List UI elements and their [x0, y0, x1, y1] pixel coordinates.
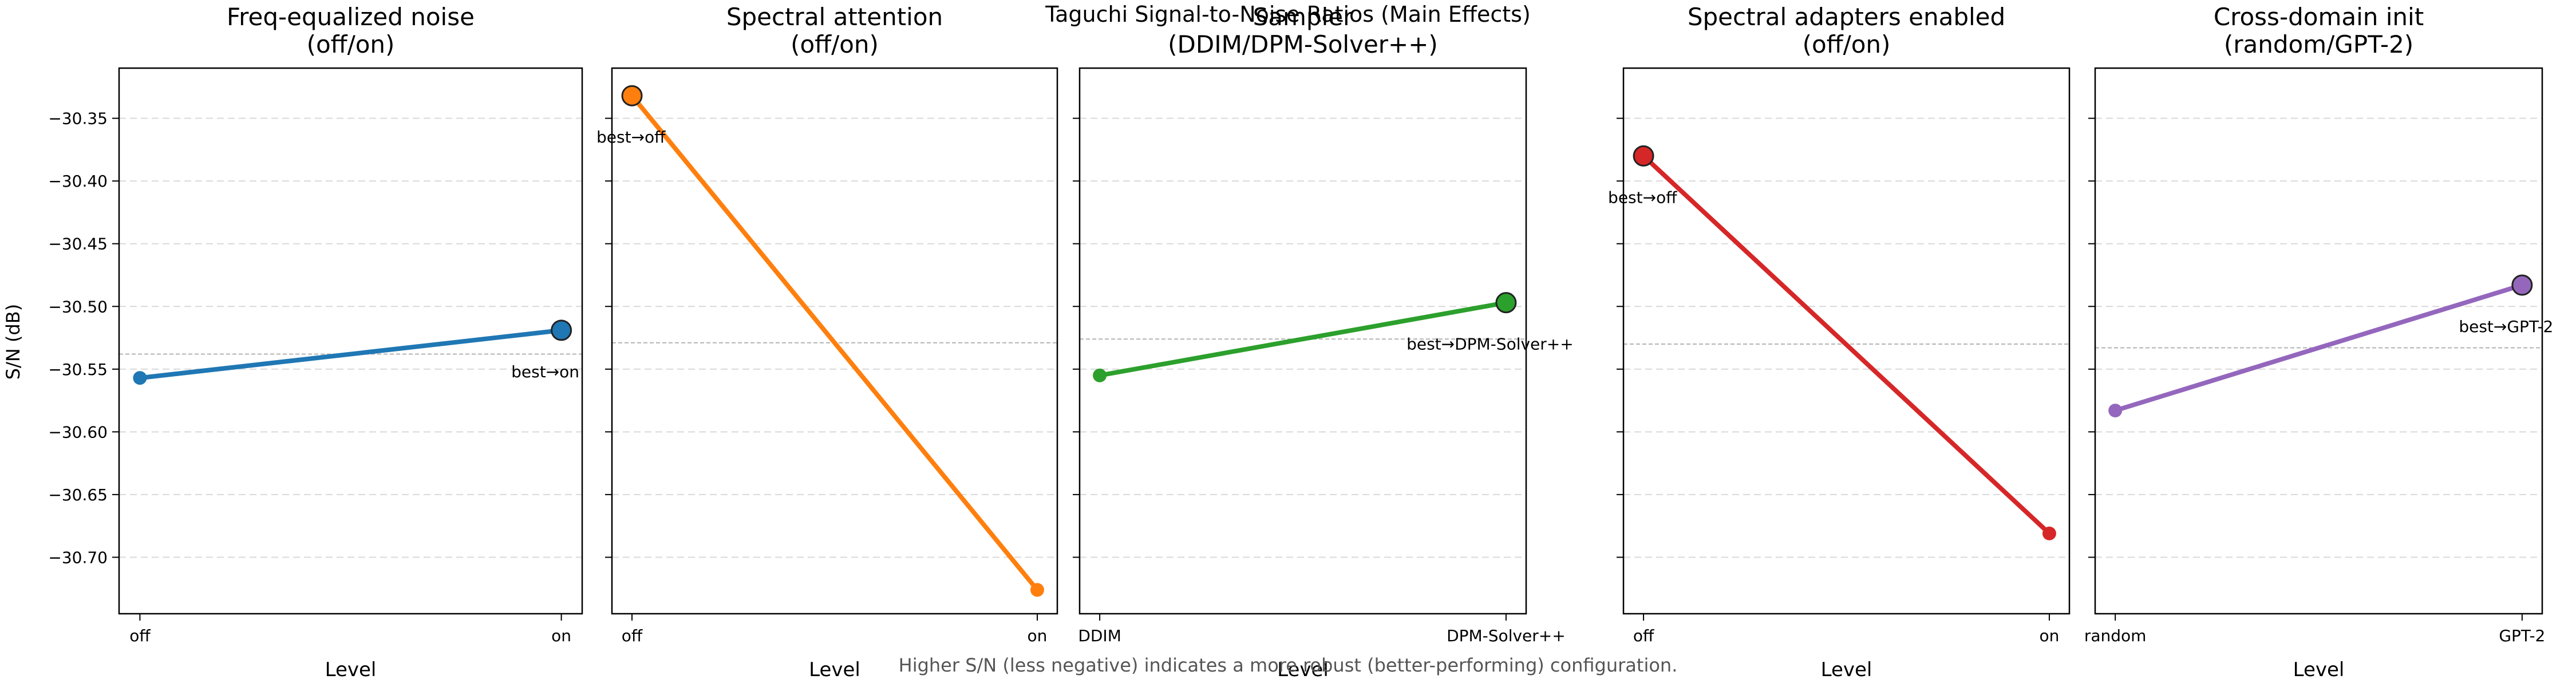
chart-suptitle: Taguchi Signal-to-Noise Ratios (Main Eff… [1045, 2, 1531, 27]
best-annotation: best→GPT-2 [2459, 317, 2553, 336]
best-annotation: best→off [1608, 188, 1677, 207]
x-tick-label: on [551, 626, 571, 645]
y-tick-label: −30.70 [48, 548, 108, 567]
panel-subtitle: (off/on) [307, 30, 395, 58]
best-annotation: best→DPM-Solver++ [1406, 335, 1574, 354]
y-tick-label: −30.50 [48, 297, 108, 316]
panel-subtitle: (off/on) [1803, 30, 1891, 58]
x-tick-label: off [622, 626, 643, 645]
axes-frame [2094, 67, 2543, 615]
x-axis-label: Level [325, 658, 377, 681]
x-tick-label: random [2084, 626, 2147, 645]
y-tick-label: −30.60 [48, 423, 108, 441]
x-tick-label: DDIM [1078, 626, 1121, 645]
panel-title: Freq-equalized noise [227, 3, 475, 31]
y-tick-label: −30.40 [48, 172, 108, 191]
axes-frame [611, 67, 1058, 615]
best-point [2511, 274, 2533, 296]
series-line [1097, 300, 1508, 378]
axes-frame [118, 67, 583, 615]
x-axis-label: Level [2293, 658, 2345, 681]
best-point [621, 85, 643, 106]
x-tick-label: GPT-2 [2499, 626, 2545, 645]
best-point [1495, 292, 1517, 314]
x-axis-label: Level [1277, 658, 1329, 681]
axes-frame [1078, 67, 1527, 615]
panels-group: −30.35 −30.40 −30.45 −30.50 −30.55 −30.60 −30.… [48, 3, 2553, 681]
best-point [551, 319, 572, 341]
chart-footnote: Higher S/N (less negative) indicates a m… [899, 654, 1678, 676]
axes-frame [1622, 67, 2071, 615]
data-point [133, 371, 147, 385]
x-tick-label: on [2039, 626, 2059, 645]
data-point [2108, 404, 2123, 418]
y-tick-label: −30.45 [48, 235, 108, 254]
panel-title: Spectral attention [726, 3, 943, 31]
x-tick-label: on [1028, 626, 1048, 645]
panel-title: Sampler [1253, 3, 1353, 31]
panel-subtitle: (random/GPT-2) [2224, 30, 2413, 58]
y-tick-label: −30.55 [48, 360, 108, 379]
series-line [137, 327, 564, 381]
x-tick-label: DPM-Solver++ [1447, 626, 1566, 645]
series-line [630, 93, 1040, 593]
panel-2: Spectral attention(off/on) Level off on best… [596, 3, 1058, 681]
panel-title: Cross-domain init [2214, 3, 2424, 31]
best-annotation: best→off [596, 128, 666, 147]
panel-1: −30.35 −30.40 −30.45 −30.50 −30.55 −30.60 −30.… [48, 3, 583, 681]
y-tick-label: −30.35 [48, 109, 108, 128]
panel-title: Spectral adapters enabled [1688, 3, 2005, 31]
x-axis-label: Level [1821, 658, 1872, 681]
best-point [1633, 145, 1654, 167]
panel-4: Spectral adapters enabled(off/on) Level of… [1608, 3, 2071, 681]
x-tick-label: off [129, 626, 151, 645]
panel-subtitle: (DDIM/DPM-Solver++) [1168, 30, 1438, 58]
best-annotation: best→on [511, 362, 579, 381]
y-axis-label: S/N (dB) [2, 304, 24, 380]
panel-3: Sampler(DDIM/DPM-Solver++) Level DDIM DPM-S… [1073, 3, 1574, 681]
data-point [1030, 583, 1044, 597]
x-tick-label: off [1633, 626, 1654, 645]
data-point [1093, 368, 1107, 382]
series-line [1641, 153, 2052, 536]
panel-5: Cross-domain init(random/GPT-2) Level rand… [2084, 3, 2554, 681]
data-point [2042, 526, 2056, 540]
series-line [2113, 283, 2524, 413]
y-tick-label: −30.65 [48, 485, 108, 504]
panel-subtitle: (off/on) [791, 30, 879, 58]
x-axis-label: Level [809, 658, 860, 681]
